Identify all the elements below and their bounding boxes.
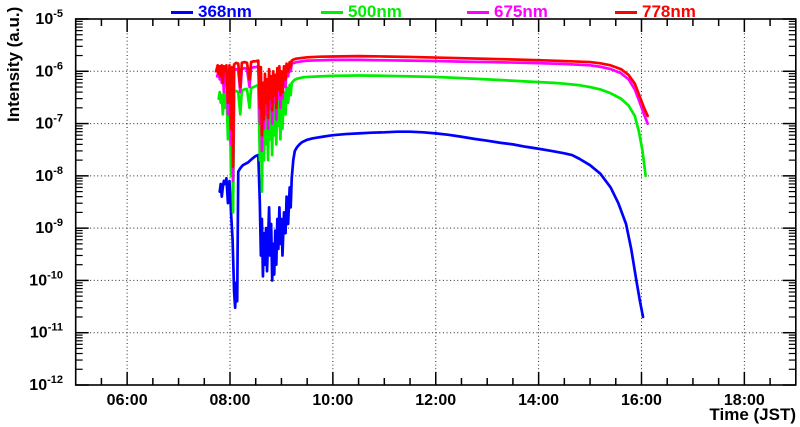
series-778nm — [214, 54, 650, 168]
x-tick-label: 08:00 — [210, 392, 251, 409]
legend-marker-500nm — [321, 10, 343, 14]
x-tick-label: 16:00 — [621, 392, 662, 409]
legend-item-500nm: 500nm — [321, 2, 402, 22]
x-tick-label: 10:00 — [312, 392, 353, 409]
legend: 368nm 500nm 675nm 778nm — [0, 0, 800, 24]
legend-marker-778nm — [615, 10, 637, 14]
series-layer — [214, 54, 650, 319]
tick-label-layer: 06:00 08:00 10:00 12:00 14:00 16:00 18:00 10-5 1… — [29, 8, 765, 409]
y-tick-label: 10-9 — [35, 217, 63, 237]
legend-marker-675nm — [467, 10, 489, 14]
plot-frame — [74, 18, 797, 386]
legend-label-675nm: 675nm — [494, 2, 548, 21]
x-tick-label: 06:00 — [107, 392, 148, 409]
legend-item-778nm: 778nm — [615, 2, 696, 22]
y-axis-title: Intensity (a.u.) — [4, 7, 23, 122]
legend-label-368nm: 368nm — [198, 2, 252, 21]
y-tick-label: 10-11 — [30, 322, 63, 342]
x-tick-label: 12:00 — [415, 392, 456, 409]
legend-item-368nm: 368nm — [171, 2, 252, 22]
y-tick-label: 10-12 — [29, 374, 63, 394]
x-tick-label: 14:00 — [518, 392, 559, 409]
grid-layer — [75, 19, 796, 385]
y-tick-label: 10-7 — [35, 113, 63, 133]
y-tick-label: 10-8 — [35, 165, 63, 185]
legend-label-778nm: 778nm — [642, 2, 696, 21]
series-368nm — [218, 130, 645, 319]
y-tick-label: 10-6 — [35, 60, 63, 80]
legend-marker-368nm — [171, 10, 193, 14]
legend-label-500nm: 500nm — [348, 2, 402, 21]
x-tick-label: 18:00 — [724, 392, 765, 409]
x-axis-title: Time (JST) — [709, 405, 796, 424]
y-tick-label: 10-10 — [29, 269, 63, 289]
legend-item-675nm: 675nm — [467, 2, 548, 22]
y-tick-label: 10-5 — [35, 8, 63, 28]
